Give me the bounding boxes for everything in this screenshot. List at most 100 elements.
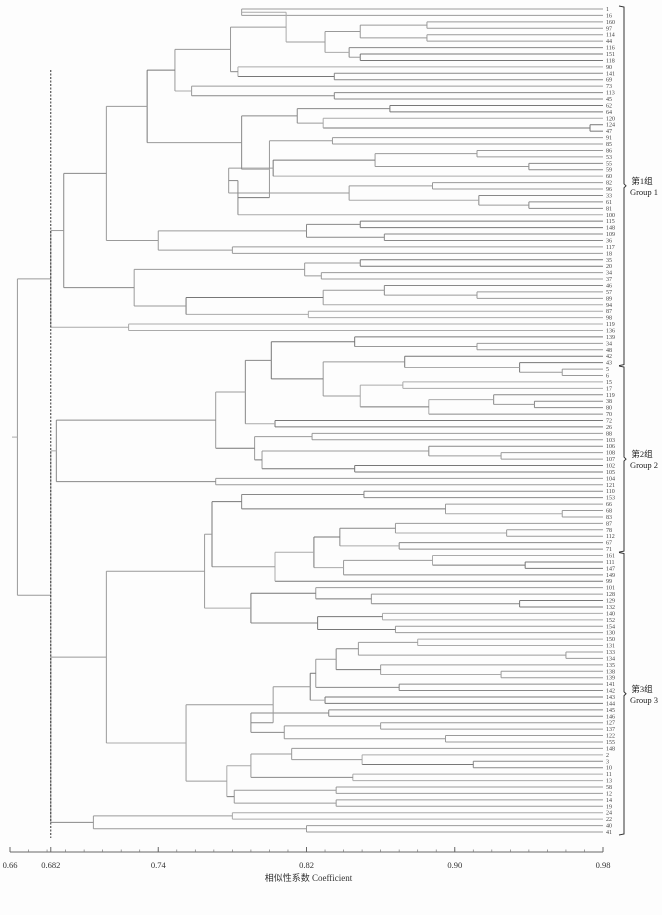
leaf-label: 22 <box>606 817 612 823</box>
leaf-label: 72 <box>606 419 612 425</box>
leaf-label: 99 <box>606 579 612 585</box>
leaf-label: 143 <box>606 695 615 701</box>
leaf-label: 115 <box>606 219 615 225</box>
leaf-label: 112 <box>606 534 615 540</box>
leaf-label: 1 <box>606 7 609 13</box>
leaf-label: 161 <box>606 554 615 560</box>
leaf-label: 148 <box>606 746 615 752</box>
leaf-label: 96 <box>606 187 612 193</box>
leaf-label: 97 <box>606 26 612 32</box>
leaf-label: 5 <box>606 367 609 373</box>
leaf-label: 107 <box>606 457 615 463</box>
leaf-label: 148 <box>606 226 615 232</box>
leaf-label: 160 <box>606 20 615 26</box>
leaf-label: 140 <box>606 611 615 617</box>
leaf-label: 86 <box>606 148 612 154</box>
group-bracket <box>618 5 627 367</box>
leaf-label: 11 <box>606 772 612 778</box>
leaf-label: 151 <box>606 52 615 58</box>
leaf-label: 2 <box>606 753 609 759</box>
leaf-label: 139 <box>606 335 615 341</box>
leaf-labels: 1161609711444116151118901416973113456264… <box>606 7 615 836</box>
leaf-label: 62 <box>606 103 612 109</box>
leaf-label: 137 <box>606 727 615 733</box>
leaf-label: 132 <box>606 605 615 611</box>
leaf-label: 81 <box>606 206 612 212</box>
leaf-label: 78 <box>606 528 612 534</box>
group-label-en: Group 2 <box>630 460 658 470</box>
group-label-cn: 第1组 <box>631 176 653 186</box>
leaf-label: 105 <box>606 470 615 476</box>
leaf-label: 6 <box>606 373 609 379</box>
leaf-label: 144 <box>606 701 615 707</box>
leaf-label: 37 <box>606 277 612 283</box>
leaf-label: 58 <box>606 785 612 791</box>
leaf-label: 116 <box>606 46 615 52</box>
leaf-label: 90 <box>606 65 612 71</box>
leaf-label: 66 <box>606 502 612 508</box>
group-bracket <box>618 365 627 553</box>
leaf-label: 136 <box>606 328 615 334</box>
leaf-label: 45 <box>606 97 612 103</box>
leaf-label: 35 <box>606 258 612 264</box>
leaf-label: 117 <box>606 245 615 251</box>
x-axis-ticks: 0.66 0.682 0.74 0.82 0.90 0.98 <box>3 847 610 870</box>
leaf-label: 36 <box>606 238 612 244</box>
leaf-label: 41 <box>606 830 612 836</box>
group-label-en: Group 3 <box>630 695 658 705</box>
leaf-label: 89 <box>606 296 612 302</box>
group-label-en: Group 1 <box>630 187 658 197</box>
leaf-label: 111 <box>606 560 615 566</box>
leaf-label: 103 <box>606 438 615 444</box>
leaf-label: 15 <box>606 380 612 386</box>
leaf-label: 155 <box>606 740 615 746</box>
leaf-label: 110 <box>606 489 615 495</box>
leaf-label: 133 <box>606 650 615 656</box>
leaf-label: 120 <box>606 116 615 122</box>
leaf-label: 71 <box>606 547 612 553</box>
group-label-cn: 第3组 <box>631 684 653 694</box>
leaf-label: 42 <box>606 354 612 360</box>
leaf-label: 109 <box>606 232 615 238</box>
leaf-label: 87 <box>606 309 612 315</box>
leaf-label: 46 <box>606 283 612 289</box>
leaf-label: 85 <box>606 142 612 148</box>
leaf-label: 141 <box>606 682 615 688</box>
leaf-label: 113 <box>606 91 615 97</box>
leaf-label: 16 <box>606 13 612 19</box>
leaf-label: 19 <box>606 804 612 810</box>
leaf-label: 87 <box>606 521 612 527</box>
leaf-label: 80 <box>606 406 612 412</box>
leaf-label: 3 <box>606 759 609 765</box>
leaf-label: 44 <box>606 39 612 45</box>
leaf-label: 88 <box>606 431 612 437</box>
leaf-label: 138 <box>606 669 615 675</box>
leaf-label: 43 <box>606 361 612 367</box>
leaf-label: 12 <box>606 791 612 797</box>
leaf-label: 100 <box>606 213 615 219</box>
leaf-label: 114 <box>606 33 615 39</box>
leaf-label: 57 <box>606 290 612 296</box>
leaf-label: 73 <box>606 84 612 90</box>
leaf-label: 131 <box>606 644 615 650</box>
leaf-label: 55 <box>606 161 612 167</box>
group-label-cn: 第2组 <box>631 449 653 459</box>
leaf-label: 64 <box>606 110 612 116</box>
leaf-label: 47 <box>606 129 612 135</box>
leaf-label: 53 <box>606 155 612 161</box>
leaf-label: 124 <box>606 123 615 129</box>
x-tick-label: 0.66 <box>3 860 18 870</box>
leaf-label: 130 <box>606 631 615 637</box>
leaf-label: 17 <box>606 386 612 392</box>
leaf-label: 154 <box>606 624 615 630</box>
leaf-label: 26 <box>606 425 612 431</box>
leaf-label: 68 <box>606 509 612 515</box>
leaf-label: 10 <box>606 766 612 772</box>
x-tick-label: 0.90 <box>447 860 462 870</box>
leaf-label: 82 <box>606 181 612 187</box>
leaf-label: 119 <box>606 393 615 399</box>
x-tick-label: 0.74 <box>151 860 167 870</box>
leaf-label: 24 <box>606 811 612 817</box>
leaf-label: 61 <box>606 200 612 206</box>
leaf-label: 91 <box>606 136 612 142</box>
